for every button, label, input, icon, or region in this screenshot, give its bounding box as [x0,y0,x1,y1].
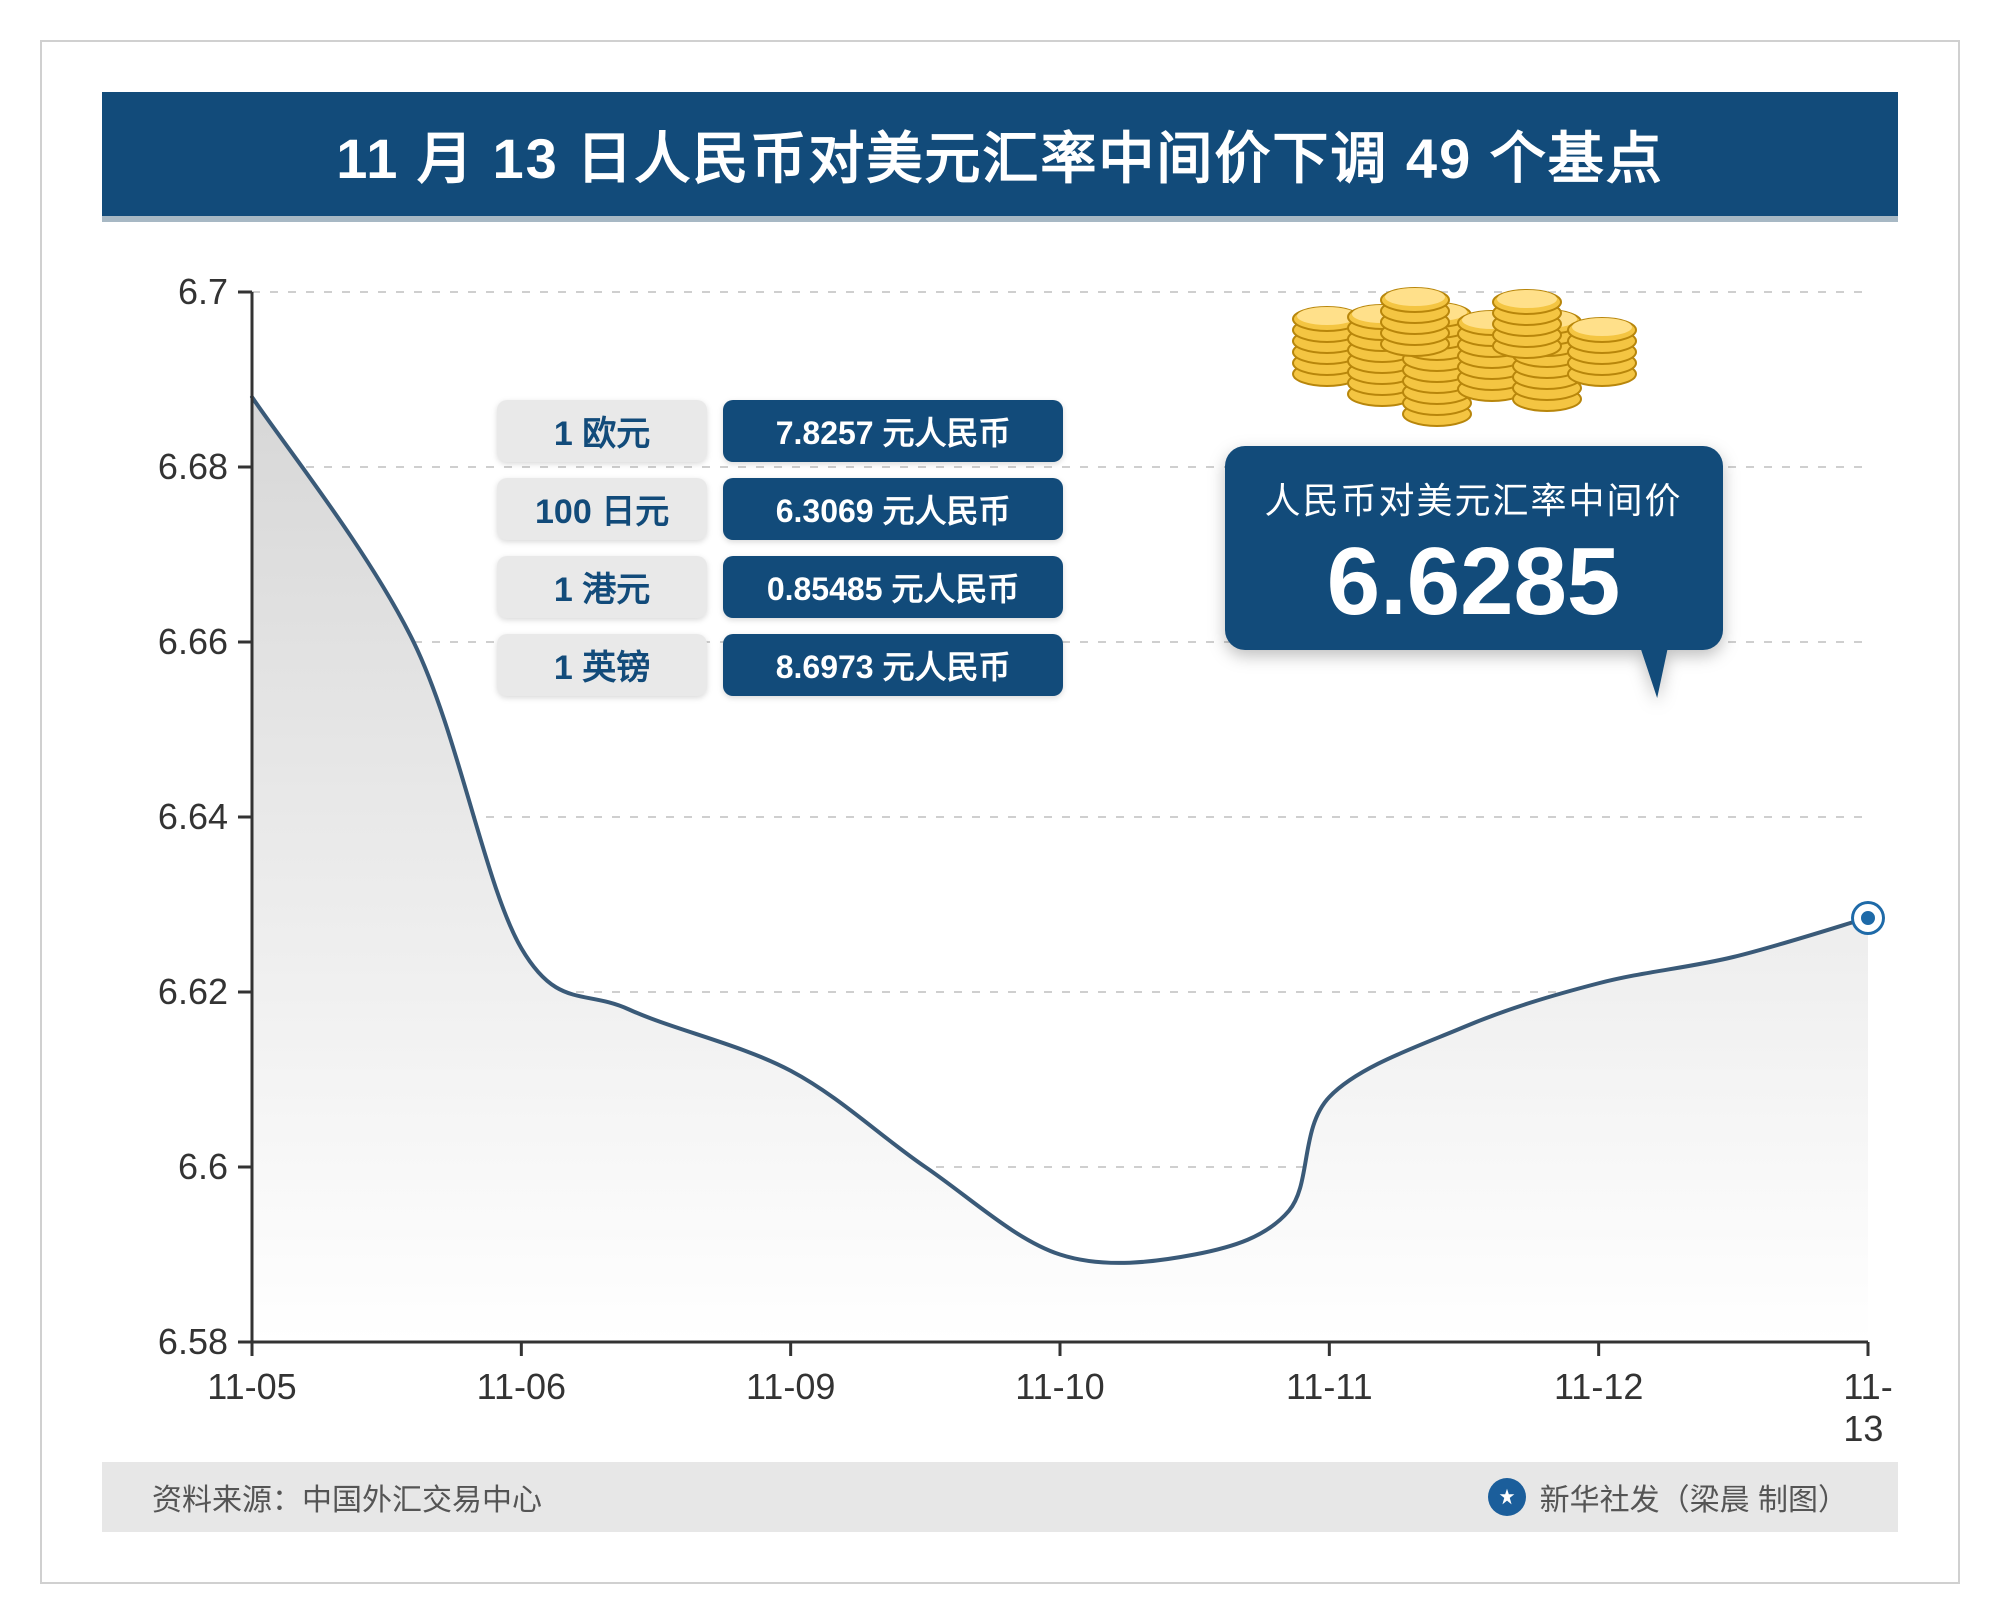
rate-row: 100 日元 6.3069 元人民币 [497,478,1063,540]
rate-label: 1 欧元 [497,400,707,462]
callout-value: 6.6285 [1265,534,1683,630]
rate-value: 0.85485 元人民币 [723,556,1063,618]
y-tick-label: 6.66 [108,621,228,663]
outer-frame: 11 月 13 日人民币对美元汇率中间价下调 49 个基点 6.58 6.6 6.6… [40,40,1960,1584]
rate-label: 1 港元 [497,556,707,618]
page-title: 11 月 13 日人民币对美元汇率中间价下调 49 个基点 [336,114,1664,195]
rate-row: 1 港元 0.85485 元人民币 [497,556,1063,618]
xinhua-logo-icon [1488,1478,1526,1516]
x-tick-label: 11-12 [1554,1366,1643,1408]
coins-icon [1287,214,1707,459]
y-tick-label: 6.6 [108,1146,228,1188]
rate-label: 100 日元 [497,478,707,540]
y-tick-label: 6.7 [108,271,228,313]
x-tick-label: 11-11 [1286,1366,1373,1408]
x-tick-label: 11-05 [207,1366,296,1408]
y-tick-label: 6.68 [108,446,228,488]
x-tick-label: 11-10 [1015,1366,1104,1408]
rate-value: 8.6973 元人民币 [723,634,1063,696]
rate-row: 1 英镑 8.6973 元人民币 [497,634,1063,696]
rate-value: 6.3069 元人民币 [723,478,1063,540]
title-bar: 11 月 13 日人民币对美元汇率中间价下调 49 个基点 [102,92,1898,222]
footer-source: 资料来源：中国外汇交易中心 [152,1475,542,1519]
rate-value: 7.8257 元人民币 [723,400,1063,462]
y-tick-label: 6.64 [108,796,228,838]
chart-region: 6.58 6.6 6.62 6.64 6.66 6.68 6.7 11-05 11-06 11-0… [102,272,1898,1432]
x-tick-label: 11-06 [477,1366,566,1408]
currency-rates-table: 1 欧元 7.8257 元人民币 100 日元 6.3069 元人民币 1 港元 0.85… [497,400,1063,712]
rate-row: 1 欧元 7.8257 元人民币 [497,400,1063,462]
y-tick-label: 6.62 [108,971,228,1013]
x-tick-label: 11-09 [746,1366,835,1408]
y-tick-label: 6.58 [108,1321,228,1363]
endpoint-marker-icon [1854,904,1882,932]
footer-credit-text: 新华社发（梁晨 制图） [1540,1475,1848,1519]
callout-title: 人民币对美元汇率中间价 [1265,472,1683,524]
footer-credit: 新华社发（梁晨 制图） [1488,1475,1848,1519]
rate-label: 1 英镑 [497,634,707,696]
footer-bar: 资料来源：中国外汇交易中心 新华社发（梁晨 制图） [102,1462,1898,1532]
x-tick-label: 11-13 [1843,1366,1892,1450]
usd-rate-callout: 人民币对美元汇率中间价 6.6285 [1225,446,1723,650]
